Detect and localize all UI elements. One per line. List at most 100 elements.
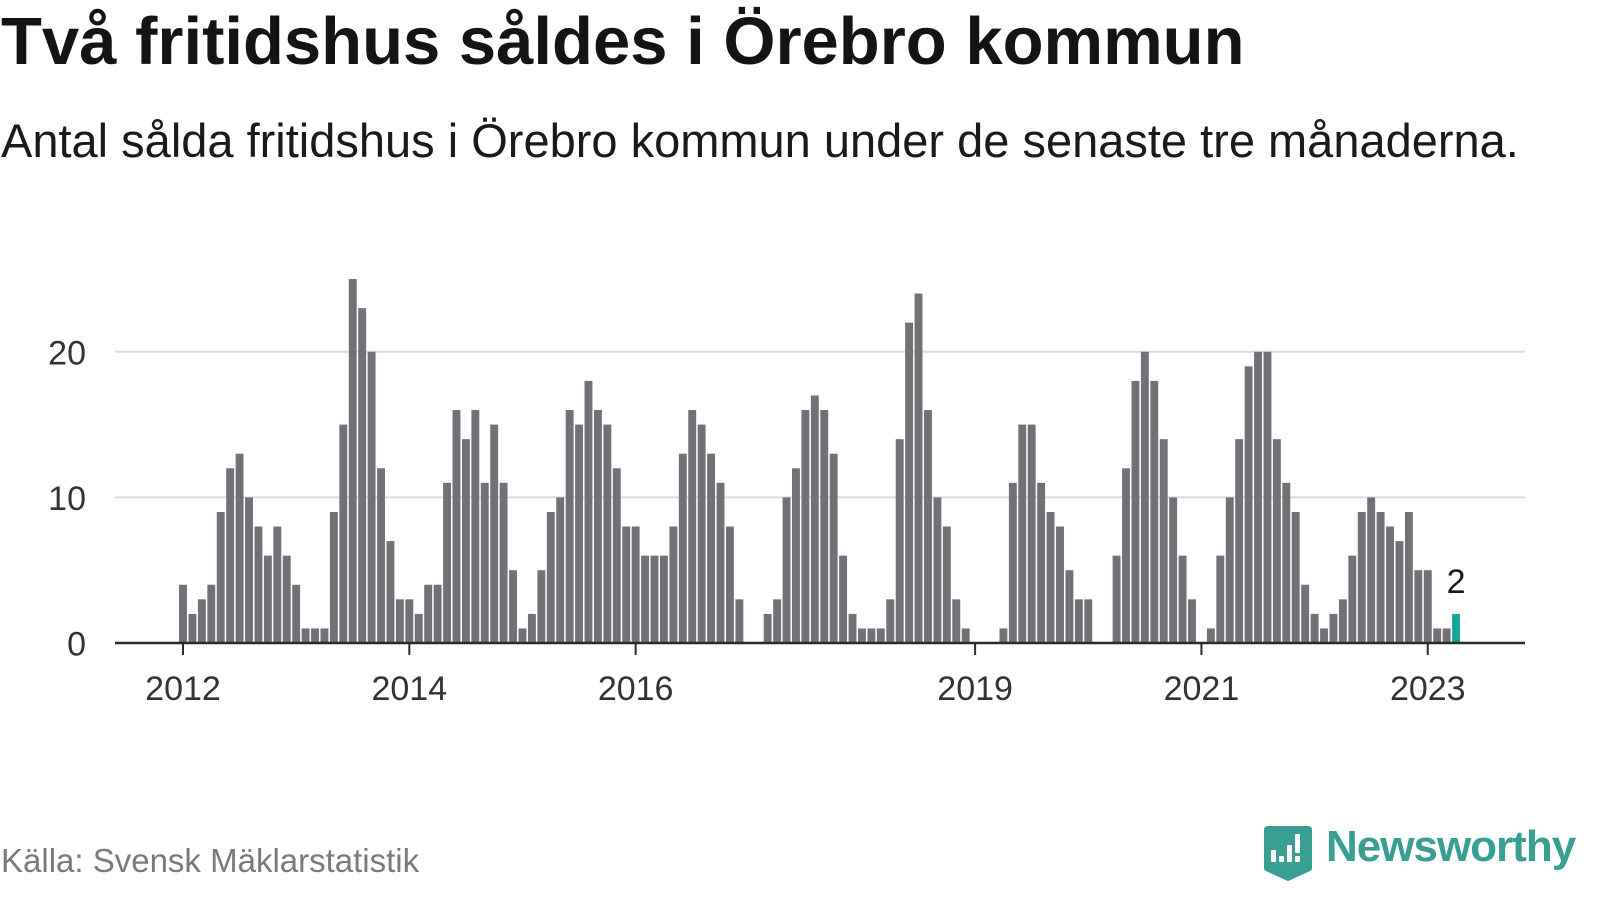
bar — [1433, 628, 1442, 643]
bar — [622, 526, 631, 643]
bar — [801, 410, 810, 643]
bar — [1206, 628, 1215, 643]
bar — [527, 613, 536, 643]
bar — [1414, 570, 1423, 643]
bar — [235, 453, 244, 643]
bar — [565, 410, 574, 643]
bar — [848, 613, 857, 643]
bar — [311, 628, 319, 643]
bar — [1159, 439, 1168, 643]
bar — [1423, 570, 1432, 643]
bar — [245, 497, 253, 643]
bar — [1404, 511, 1413, 643]
bar — [603, 424, 612, 643]
bar — [829, 453, 838, 643]
bar — [339, 424, 348, 643]
bar — [1376, 511, 1385, 643]
bar — [858, 628, 866, 643]
bar — [1291, 511, 1300, 643]
bar — [320, 628, 329, 643]
bar — [688, 410, 697, 643]
bar — [659, 555, 668, 643]
bar — [1442, 628, 1451, 643]
bar — [773, 599, 782, 643]
bar — [697, 424, 706, 643]
bar — [952, 599, 961, 643]
bar — [1367, 497, 1376, 643]
bar — [914, 293, 923, 643]
chart-subtitle: Antal sålda fritidshus i Örebro kommun u… — [1, 114, 1519, 167]
x-axis: 2012 2014 2016 2019 2021 2023 — [115, 641, 1525, 708]
bar — [678, 453, 687, 643]
bar — [537, 570, 546, 643]
bar — [377, 468, 385, 643]
bar — [810, 395, 819, 643]
bar — [839, 555, 848, 643]
bar — [1150, 380, 1159, 643]
bar — [1272, 439, 1281, 643]
bar — [1178, 555, 1187, 643]
bar — [782, 497, 791, 643]
x-tick-label: 2021 — [1164, 670, 1240, 708]
bar — [641, 555, 650, 643]
bar — [1301, 584, 1310, 643]
bar — [1357, 511, 1366, 643]
bar — [348, 279, 357, 643]
bar — [575, 424, 584, 643]
bar — [433, 584, 442, 643]
bar — [1018, 424, 1027, 643]
bar — [584, 380, 593, 643]
bar — [461, 439, 470, 643]
bar — [471, 410, 480, 643]
bar — [1329, 613, 1338, 643]
bar — [480, 482, 489, 643]
bar — [216, 511, 225, 643]
bar — [1348, 555, 1357, 643]
bar — [414, 613, 423, 643]
logo-bars — [1271, 834, 1300, 862]
bar — [612, 468, 621, 643]
bar — [1282, 482, 1291, 643]
bar — [188, 613, 197, 643]
bar — [631, 526, 640, 643]
bar — [886, 599, 895, 643]
bar — [669, 526, 678, 643]
bar — [1056, 526, 1064, 643]
bar — [301, 628, 310, 643]
bar — [1235, 439, 1244, 643]
bar — [395, 599, 404, 643]
bar — [735, 599, 744, 643]
bar — [1338, 599, 1347, 643]
bar — [424, 584, 433, 643]
bar — [1046, 511, 1055, 643]
bar — [999, 628, 1008, 643]
bars — [179, 279, 1460, 643]
y-tick-label: 10 — [48, 480, 86, 518]
bar — [1225, 497, 1234, 643]
chart-title: Två fritidshus såldes i Örebro kommun — [1, 4, 1245, 79]
bar — [1008, 482, 1017, 643]
bar — [1320, 628, 1328, 643]
bar — [1065, 570, 1074, 643]
bar — [725, 526, 734, 643]
bar-highlight — [1452, 613, 1460, 643]
bar — [499, 482, 508, 643]
bar — [876, 628, 885, 643]
bar — [282, 555, 291, 643]
bar — [405, 599, 414, 643]
bar — [197, 599, 206, 643]
bar — [961, 628, 970, 643]
highlight-data-label: 2 — [1447, 563, 1466, 601]
bar — [942, 526, 951, 643]
source-note: Källa: Svensk Mäklarstatistik — [1, 842, 420, 879]
bar — [226, 468, 235, 643]
bar — [905, 322, 914, 643]
bar — [820, 410, 829, 643]
bar — [207, 584, 216, 643]
bar — [358, 308, 367, 643]
bar — [1074, 599, 1083, 643]
bar — [924, 410, 932, 643]
bar — [593, 410, 602, 643]
bar — [1263, 351, 1272, 643]
x-tick-label: 2019 — [937, 670, 1013, 708]
